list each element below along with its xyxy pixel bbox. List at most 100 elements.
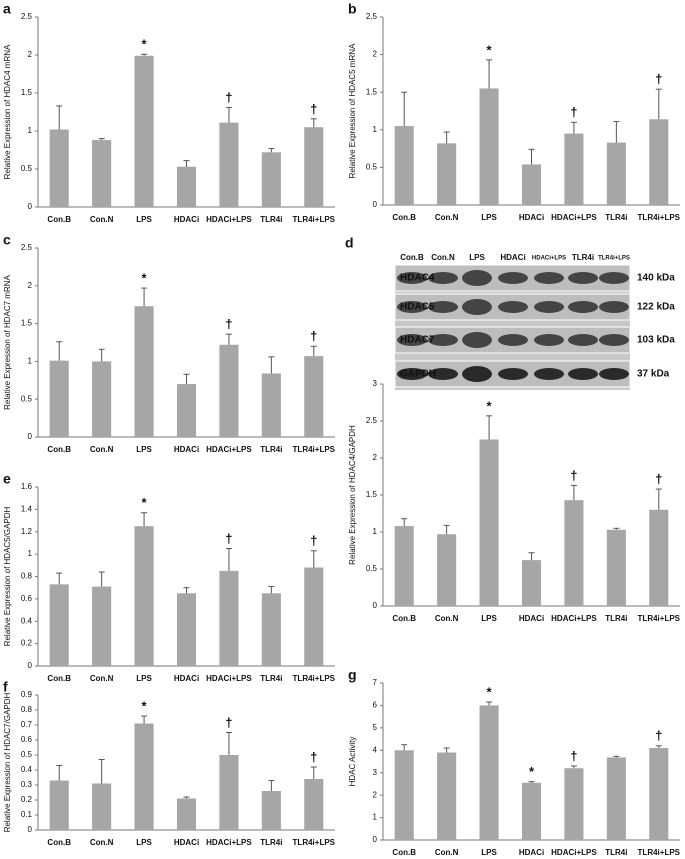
bar <box>176 593 197 666</box>
y-tick-label: 0.9 <box>21 690 33 699</box>
significance-mark: † <box>225 90 232 105</box>
x-tick-label: Con.N <box>90 215 114 224</box>
bar <box>521 560 542 606</box>
blot-band <box>599 368 629 380</box>
y-tick-label: 2 <box>373 453 378 462</box>
significance-mark: † <box>225 715 232 730</box>
lane-label: LPS <box>469 253 485 262</box>
significance-mark: * <box>529 764 535 779</box>
x-tick-label: HDACi+LPS <box>206 838 252 847</box>
x-tick-label: TLR4i+LPS <box>293 445 336 454</box>
bar <box>394 526 414 606</box>
significance-mark: † <box>310 749 317 764</box>
x-tick-label: Con.N <box>90 674 114 683</box>
lane-label: HDACi <box>500 253 525 262</box>
blot-band <box>599 301 629 313</box>
bar <box>92 783 112 830</box>
x-tick-label: TLR4i+LPS <box>638 213 681 222</box>
x-tick-label: HDACi <box>174 674 199 683</box>
y-tick-label: 0 <box>373 200 378 209</box>
x-tick-label: LPS <box>136 215 152 224</box>
band-name: HDAC5 <box>400 302 435 313</box>
x-tick-label: LPS <box>481 848 497 857</box>
bar <box>521 164 542 205</box>
significance-mark: † <box>225 531 232 546</box>
bar <box>49 129 69 207</box>
blot-band <box>397 272 427 284</box>
y-tick-label: 0.3 <box>21 780 33 789</box>
blot-band <box>498 272 528 284</box>
band-name: HDAC7 <box>400 335 435 346</box>
blot-band <box>462 299 492 315</box>
bar <box>49 780 69 830</box>
band-name: GAPDH <box>400 369 436 380</box>
x-tick-label: HDACi <box>519 614 544 623</box>
x-tick-label: HDACi <box>519 848 544 857</box>
bar <box>219 344 239 437</box>
bar <box>176 384 197 437</box>
band-name: HDAC4 <box>400 273 435 284</box>
x-tick-label: HDACi <box>174 445 199 454</box>
x-tick-label: HDACi+LPS <box>206 674 252 683</box>
y-tick-label: 0.5 <box>366 564 378 573</box>
bar <box>437 534 457 606</box>
x-tick-label: HDACi <box>174 838 199 847</box>
x-tick-label: TLR4i <box>605 213 627 222</box>
y-tick-label: 0.2 <box>21 639 33 648</box>
blot-band <box>397 368 427 380</box>
x-tick-label: Con.B <box>47 215 71 224</box>
x-tick-label: TLR4i <box>260 838 282 847</box>
y-tick-label: 2.5 <box>366 416 378 425</box>
blot-band <box>428 272 458 284</box>
x-tick-label: Con.B <box>392 848 416 857</box>
lane-label: TLR4i <box>572 253 594 262</box>
x-tick-label: Con.B <box>392 614 416 623</box>
y-tick-label: 0 <box>28 825 33 834</box>
y-axis-label: Relative Expression of HDAC5/GAPDH <box>3 506 12 646</box>
bar <box>564 768 584 840</box>
bar <box>394 126 414 205</box>
y-axis-label: HDAC Activity <box>348 737 357 787</box>
significance-mark: † <box>570 748 577 763</box>
bar <box>92 361 112 437</box>
y-tick-label: 5 <box>373 723 378 732</box>
panel-letter: b <box>348 1 357 17</box>
blot-band <box>397 334 427 346</box>
blot-band <box>462 366 492 382</box>
significance-mark: † <box>570 105 577 120</box>
x-tick-label: TLR4i <box>260 215 282 224</box>
y-axis-label: Relative Expression of HDAC4/GAPDH <box>348 425 357 565</box>
bar <box>49 360 69 437</box>
significance-mark: † <box>655 72 662 87</box>
bar <box>479 705 499 840</box>
x-tick-label: TLR4i+LPS <box>293 674 336 683</box>
x-tick-label: HDACi <box>519 213 544 222</box>
x-tick-label: Con.B <box>47 838 71 847</box>
y-tick-label: 2.5 <box>21 12 33 21</box>
x-tick-label: LPS <box>481 614 497 623</box>
bar <box>437 752 457 840</box>
blot-band <box>498 368 528 380</box>
y-tick-label: 1.5 <box>366 490 378 499</box>
significance-mark: * <box>142 271 148 286</box>
blot-band <box>568 368 598 380</box>
significance-mark: * <box>487 398 493 413</box>
bar <box>219 755 239 830</box>
x-tick-label: Con.N <box>90 838 114 847</box>
y-tick-label: 0 <box>28 661 33 670</box>
x-tick-label: HDACi+LPS <box>206 215 252 224</box>
y-tick-label: 0.5 <box>21 750 33 759</box>
blot-band <box>428 368 458 380</box>
x-tick-label: TLR4i+LPS <box>638 614 681 623</box>
y-tick-label: 1 <box>373 527 378 536</box>
panel-letter: d <box>345 235 354 251</box>
significance-mark: * <box>142 37 148 52</box>
bar <box>92 140 112 207</box>
y-tick-label: 0 <box>373 601 378 610</box>
significance-mark: † <box>310 329 317 344</box>
y-tick-label: 0.6 <box>21 594 33 603</box>
blot-band <box>534 301 564 313</box>
bar <box>649 119 669 205</box>
lane-label: HDACi+LPS <box>532 256 566 262</box>
blot-band <box>534 368 564 380</box>
